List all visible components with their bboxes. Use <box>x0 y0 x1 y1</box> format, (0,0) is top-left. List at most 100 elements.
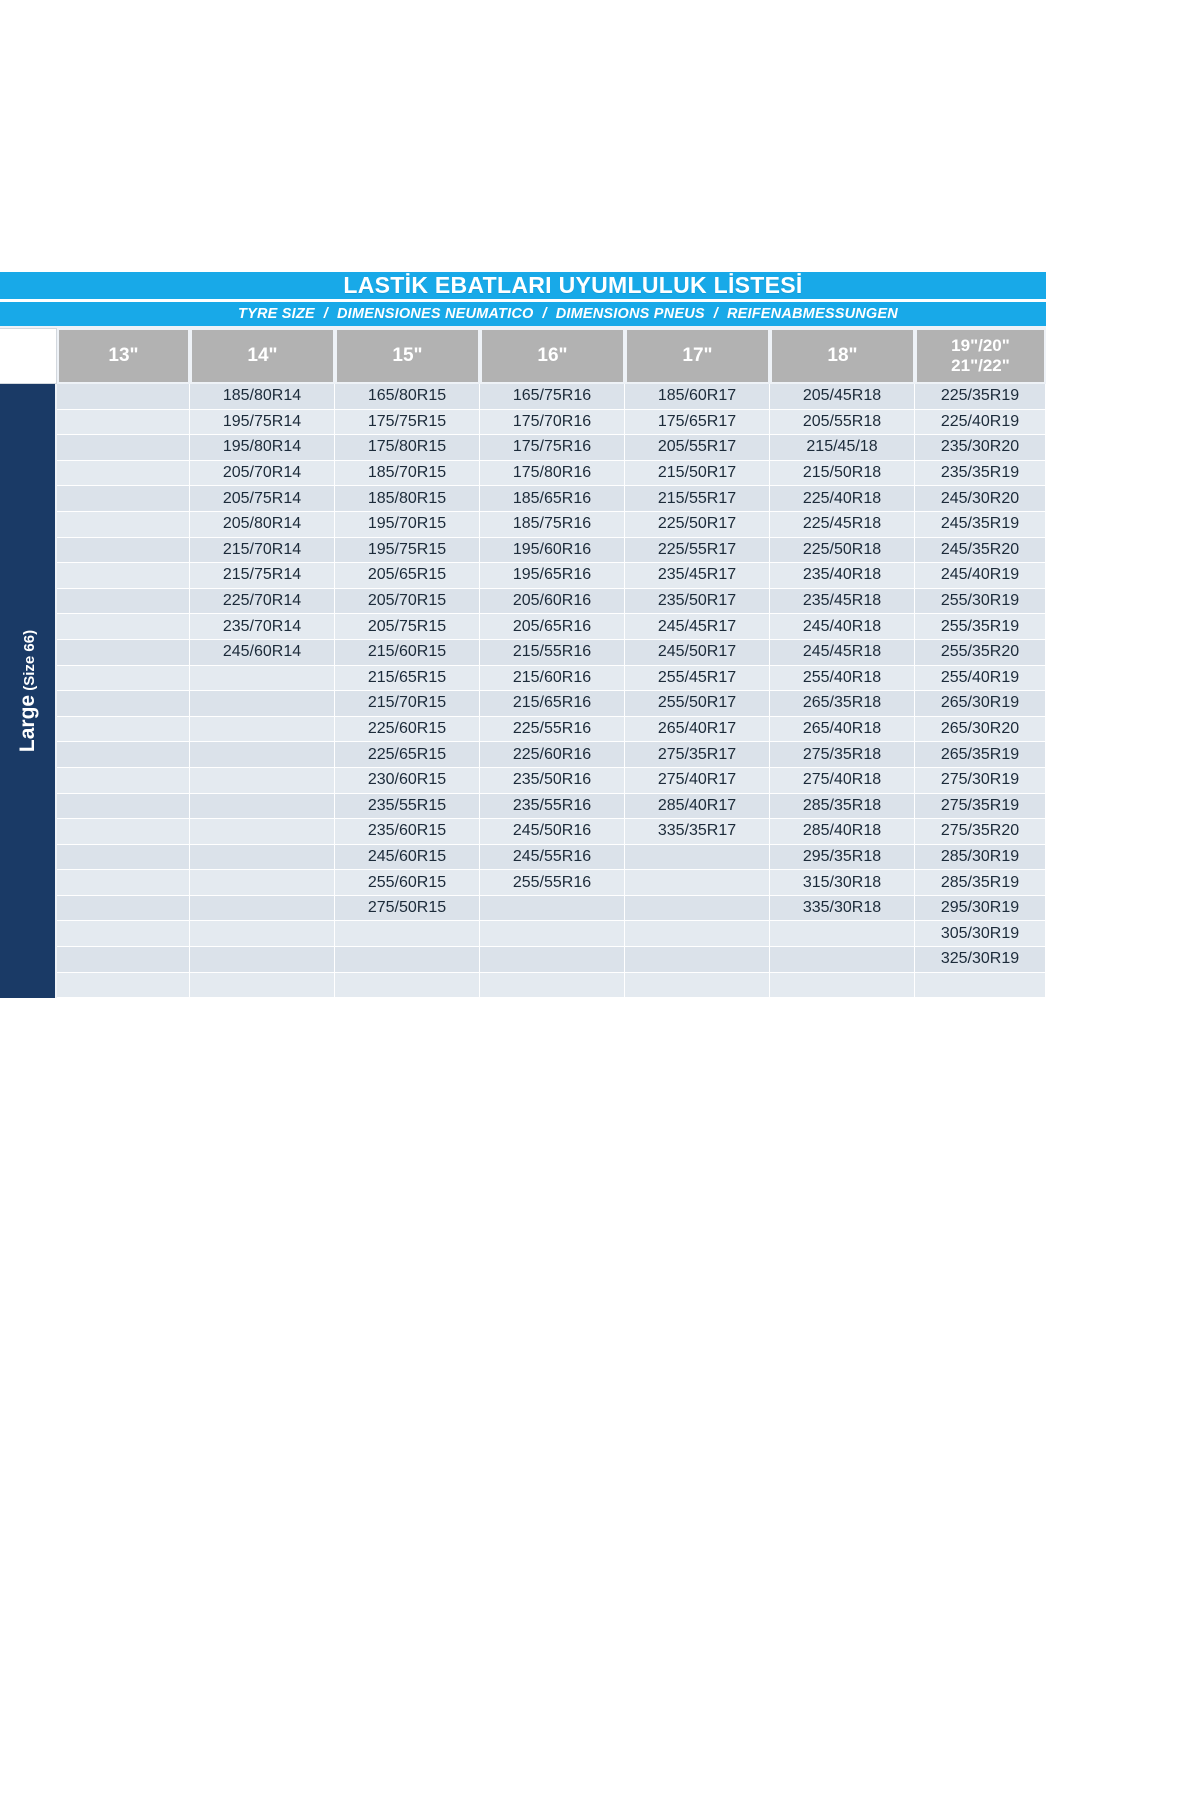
table-cell-empty <box>57 793 190 820</box>
table-cell-empty <box>625 870 770 896</box>
table-cell: 185/75R16 <box>480 511 625 538</box>
table-cell: 175/75R15 <box>335 409 480 436</box>
column-header-line: 13" <box>108 345 139 367</box>
table-cell: 245/45R17 <box>625 614 770 640</box>
table-cell: 255/45R17 <box>625 665 770 692</box>
subtitle-reifenabmessungen: REIFENABMESSUNGEN <box>726 306 898 322</box>
table-cell: 235/30R20 <box>915 435 1046 461</box>
table-cell-empty <box>770 947 915 973</box>
table-cell: 285/35R19 <box>915 870 1046 896</box>
table-cell: 215/65R16 <box>480 691 625 717</box>
table-cell: 265/35R18 <box>770 691 915 717</box>
table-cell-empty <box>480 972 625 999</box>
table-cell-empty <box>57 844 190 871</box>
table-cell: 255/35R19 <box>915 614 1046 640</box>
table-cell-empty <box>190 793 335 820</box>
table-cell-empty <box>335 947 480 973</box>
table-cell: 205/70R15 <box>335 588 480 615</box>
table-cell: 275/35R20 <box>915 819 1046 845</box>
column-header-line: 16" <box>537 345 568 367</box>
column-header-line: 21"/22" <box>951 356 1010 375</box>
table-cell: 230/60R15 <box>335 767 480 794</box>
table-cell: 265/40R17 <box>625 716 770 743</box>
table-cell-empty <box>57 384 190 410</box>
table-cell: 315/30R18 <box>770 870 915 896</box>
table-title-bar: LASTİK EBATLARI UYUMLULUK LİSTESİ <box>0 272 1046 302</box>
table-cell: 235/50R17 <box>625 588 770 615</box>
table-cell-empty <box>190 947 335 973</box>
table-cell: 235/40R18 <box>770 563 915 589</box>
table-cell: 245/35R19 <box>915 511 1046 538</box>
table-cell: 245/60R15 <box>335 844 480 871</box>
table-cell: 225/35R19 <box>915 384 1046 410</box>
table-cell-empty <box>57 537 190 564</box>
column-header-line: 18" <box>827 345 858 367</box>
column-header-1: 13" <box>57 328 190 384</box>
table-cell-empty <box>57 511 190 538</box>
column-header-2: 14" <box>190 328 335 384</box>
subtitle-separator-3: / <box>713 306 718 322</box>
table-cell: 215/60R15 <box>335 639 480 666</box>
table-cell: 225/40R18 <box>770 486 915 512</box>
table-cell: 245/40R19 <box>915 563 1046 589</box>
table-cell: 285/40R18 <box>770 819 915 845</box>
table-cell-empty <box>335 921 480 948</box>
table-cell-empty <box>57 614 190 640</box>
table-cell-empty <box>770 972 915 999</box>
table-cell: 225/45R18 <box>770 511 915 538</box>
table-cell: 245/30R20 <box>915 486 1046 512</box>
table-cell-empty <box>57 460 190 487</box>
table-cell: 175/75R16 <box>480 435 625 461</box>
table-cell: 215/60R16 <box>480 665 625 692</box>
table-cell: 205/55R17 <box>625 435 770 461</box>
table-cell: 175/80R16 <box>480 460 625 487</box>
table-cell: 225/65R15 <box>335 742 480 768</box>
table-cell: 175/80R15 <box>335 435 480 461</box>
table-cell-empty <box>190 716 335 743</box>
table-cell-empty <box>57 691 190 717</box>
table-cell: 275/40R18 <box>770 767 915 794</box>
subtitle-tyre-size: TYRE SIZE <box>238 306 315 322</box>
table-cell: 225/50R18 <box>770 537 915 564</box>
table-cell: 195/75R15 <box>335 537 480 564</box>
table-cell-empty <box>625 844 770 871</box>
table-cell-empty <box>57 588 190 615</box>
table-cell: 215/50R18 <box>770 460 915 487</box>
table-cell: 235/35R19 <box>915 460 1046 487</box>
table-cell: 195/60R16 <box>480 537 625 564</box>
table-cell-empty <box>190 972 335 999</box>
table-cell: 225/55R16 <box>480 716 625 743</box>
table-cell: 225/40R19 <box>915 409 1046 436</box>
table-cell: 275/40R17 <box>625 767 770 794</box>
table-cell: 305/30R19 <box>915 921 1046 948</box>
table-cell: 275/35R18 <box>770 742 915 768</box>
table-cell: 205/80R14 <box>190 511 335 538</box>
table-cell: 285/30R19 <box>915 844 1046 871</box>
column-header-line: 14" <box>247 345 278 367</box>
table-cell-empty <box>190 844 335 871</box>
table-cell: 215/55R17 <box>625 486 770 512</box>
table-cell: 265/30R19 <box>915 691 1046 717</box>
table-cell-empty <box>770 921 915 948</box>
table-cell: 285/40R17 <box>625 793 770 820</box>
table-cell: 195/70R15 <box>335 511 480 538</box>
table-corner-cell <box>0 328 57 384</box>
table-cell: 225/60R16 <box>480 742 625 768</box>
table-cell-empty <box>625 895 770 922</box>
table-cell: 195/75R14 <box>190 409 335 436</box>
table-cell: 215/65R15 <box>335 665 480 692</box>
table-cell: 265/35R19 <box>915 742 1046 768</box>
subtitle-dimensiones-neumatico: DIMENSIONES NEUMATICO <box>337 306 534 322</box>
table-cell-empty <box>57 947 190 973</box>
table-cell: 175/65R17 <box>625 409 770 436</box>
table-cell: 235/45R18 <box>770 588 915 615</box>
column-header-3: 15" <box>335 328 480 384</box>
subtitle-separator-2: / <box>542 306 547 322</box>
table-cell: 255/40R18 <box>770 665 915 692</box>
table-cell: 335/30R18 <box>770 895 915 922</box>
table-cell: 185/80R14 <box>190 384 335 410</box>
table-cell: 205/45R18 <box>770 384 915 410</box>
table-cell: 215/55R16 <box>480 639 625 666</box>
table-cell-empty <box>625 972 770 999</box>
table-cell-empty <box>57 819 190 845</box>
